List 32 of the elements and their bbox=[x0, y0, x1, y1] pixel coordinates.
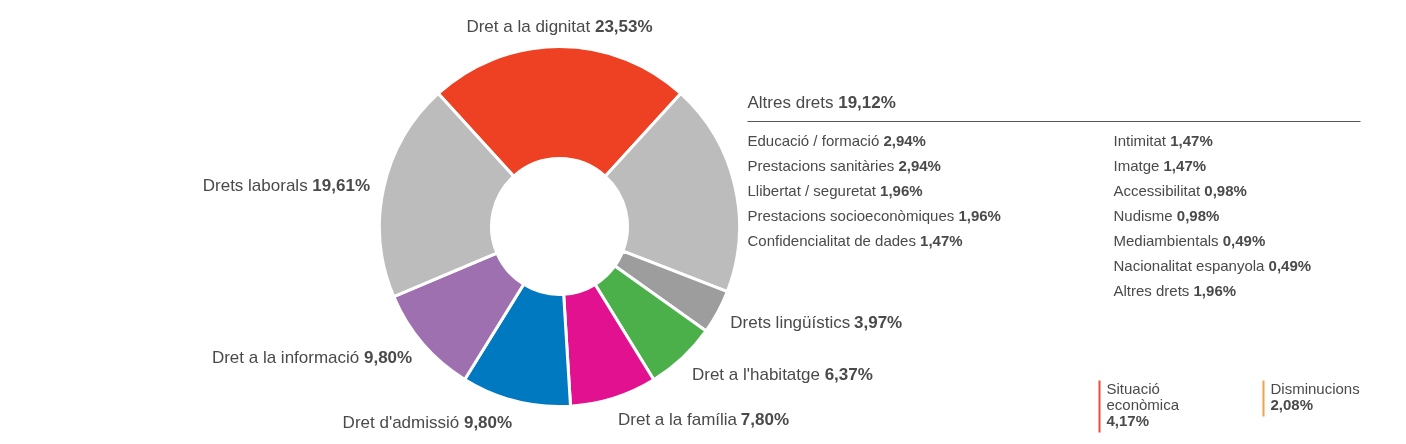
text: Prestacions sanitàries 2,94% bbox=[747, 157, 941, 174]
data-label: 19,61% bbox=[312, 175, 371, 195]
category-label: Disminucions bbox=[1270, 380, 1360, 397]
text: Accessibilitat 0,98% bbox=[1113, 182, 1247, 199]
data-label: 9,80% bbox=[363, 348, 413, 368]
text: Nudisme 0,98% bbox=[1113, 207, 1220, 224]
text: Confidencialitat de dades 1,47% bbox=[747, 232, 963, 249]
category-label: Situació econòmica bbox=[1106, 380, 1180, 413]
text: Educació / formació 2,94% bbox=[747, 132, 926, 149]
slice-label: Altres drets bbox=[747, 93, 834, 112]
data-label: 6,37% bbox=[824, 364, 873, 384]
data-label: 4,17% bbox=[1106, 412, 1150, 429]
slice-label: Dret a la família bbox=[618, 409, 738, 429]
text: Mediambientals 0,49% bbox=[1113, 232, 1266, 249]
text: Llibertat / seguretat 1,96% bbox=[747, 182, 923, 199]
slice-label: Dret d'admissió bbox=[342, 412, 460, 432]
slice-label: Drets lingüístics bbox=[730, 312, 851, 332]
data-label: 9,80% bbox=[463, 412, 513, 432]
data-label: 23,53% bbox=[594, 17, 653, 36]
data-label: 19,12% bbox=[838, 93, 896, 112]
text: Intimitat 1,47% bbox=[1113, 132, 1213, 149]
slice-label: Drets laborals bbox=[202, 175, 308, 195]
slice-label: Dret a la dignitat bbox=[466, 17, 591, 36]
text: Prestacions socioeconòmiques 1,96% bbox=[747, 207, 1001, 224]
data-label: 3,97% bbox=[854, 312, 903, 332]
text: Imatge 1,47% bbox=[1113, 157, 1207, 174]
data-label: 7,80% bbox=[740, 409, 790, 429]
data-label: 2,08% bbox=[1270, 396, 1314, 413]
text: Nacionalitat espanyola 0,49% bbox=[1113, 257, 1312, 274]
slice-label: Dret a la informació bbox=[211, 348, 360, 368]
text: Altres drets 1,96% bbox=[1113, 282, 1237, 299]
slice-label: Dret a l'habitatge bbox=[691, 364, 820, 384]
